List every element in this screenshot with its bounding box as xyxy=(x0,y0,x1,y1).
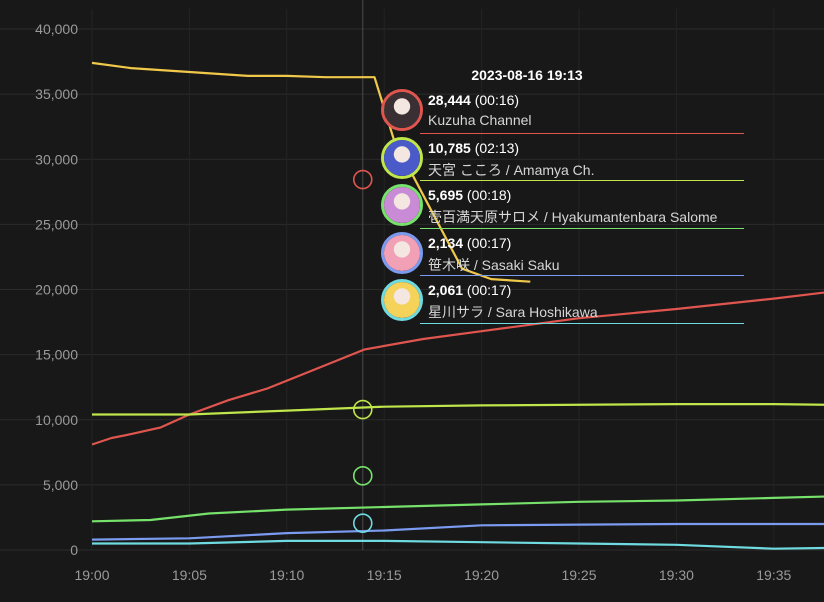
series-line-1 xyxy=(92,403,824,416)
y-tick-label: 40,000 xyxy=(35,21,78,37)
tooltip-channel-name: 笹木咲 / Sasaki Saku xyxy=(428,256,560,273)
avatar xyxy=(381,279,423,321)
y-axis: 0 5,000 10,000 15,000 20,000 25,000 30,000 35,0… xyxy=(35,21,78,558)
avatar xyxy=(381,184,423,226)
tooltip-row: 10,785 (02:13) 天宮 こころ / Amamya Ch. xyxy=(380,134,744,181)
y-tick-label: 20,000 xyxy=(35,282,78,298)
tooltip-value: 28,444 (00:16) xyxy=(428,92,520,108)
tooltip-channel-name: 星川サラ / Sara Hoshikawa xyxy=(428,304,598,320)
x-tick-label: 19:15 xyxy=(367,567,402,583)
x-axis: 19:00 19:05 19:10 19:15 19:20 19:25 19:30 19:35 xyxy=(74,567,791,583)
tooltip-row: 5,695 (00:18) 壱百満天原サロメ / Hyakumantenbara … xyxy=(380,181,744,229)
avatar xyxy=(381,136,423,179)
tooltip-row-underline xyxy=(420,275,744,276)
x-tick-label: 19:00 xyxy=(74,567,109,583)
hover-marker-2 xyxy=(352,466,373,486)
series-line-4 xyxy=(92,539,824,550)
tooltip: 2023-08-16 19:13 28,444 (00:16) Kuzuha Ch… xyxy=(380,64,744,324)
y-tick-label: 10,000 xyxy=(35,412,78,428)
hover-markers xyxy=(352,169,373,533)
tooltip-value: 10,785 (02:13) xyxy=(428,139,520,156)
x-tick-label: 19:20 xyxy=(464,567,499,583)
y-tick-label: 35,000 xyxy=(35,86,78,102)
hover-marker-3 xyxy=(352,513,373,533)
tooltip-value: 2,061 (00:17) xyxy=(428,282,512,298)
y-tick-label: 0 xyxy=(70,542,78,558)
series-line-3 xyxy=(91,522,824,541)
tooltip-row: 28,444 (00:16) Kuzuha Channel xyxy=(380,86,744,134)
x-tick-label: 19:10 xyxy=(269,567,304,583)
series-lines xyxy=(91,61,824,550)
x-tick-label: 19:05 xyxy=(172,567,207,583)
tooltip-row-underline xyxy=(420,132,744,134)
series-line-2 xyxy=(91,495,824,523)
y-tick-label: 25,000 xyxy=(35,216,78,232)
y-tick-label: 5,000 xyxy=(43,477,78,493)
tooltip-value: 5,695 (00:18) xyxy=(428,187,512,203)
tooltip-row: 2,134 (00:17) 笹木咲 / Sasaki Saku xyxy=(380,229,744,276)
hover-marker-1 xyxy=(352,399,373,420)
x-tick-label: 19:25 xyxy=(561,567,596,583)
tooltip-row: 2,061 (00:17) 星川サラ / Sara Hoshikawa xyxy=(380,276,744,324)
tooltip-title: 2023-08-16 19:13 xyxy=(471,67,583,83)
y-tick-label: 15,000 xyxy=(35,347,78,363)
x-tick-label: 19:35 xyxy=(756,567,791,583)
series-line-5 xyxy=(91,61,531,283)
x-tick-label: 19:30 xyxy=(659,567,694,583)
avatar xyxy=(381,89,423,131)
tooltip-row-underline xyxy=(420,322,744,324)
y-tick-label: 30,000 xyxy=(35,151,78,167)
avatar xyxy=(381,231,423,274)
series-line-0 xyxy=(91,291,824,446)
tooltip-row-underline xyxy=(420,227,744,229)
tooltip-channel-name: Kuzuha Channel xyxy=(428,112,532,128)
hover-marker-0 xyxy=(352,169,373,190)
tooltip-value: 2,134 (00:17) xyxy=(428,234,512,251)
tooltip-row-underline xyxy=(420,180,744,181)
tooltip-channel-name: 天宮 こころ / Amamya Ch. xyxy=(428,161,595,178)
tooltip-channel-name: 壱百満天原サロメ / Hyakumantenbara Salome xyxy=(428,209,718,225)
